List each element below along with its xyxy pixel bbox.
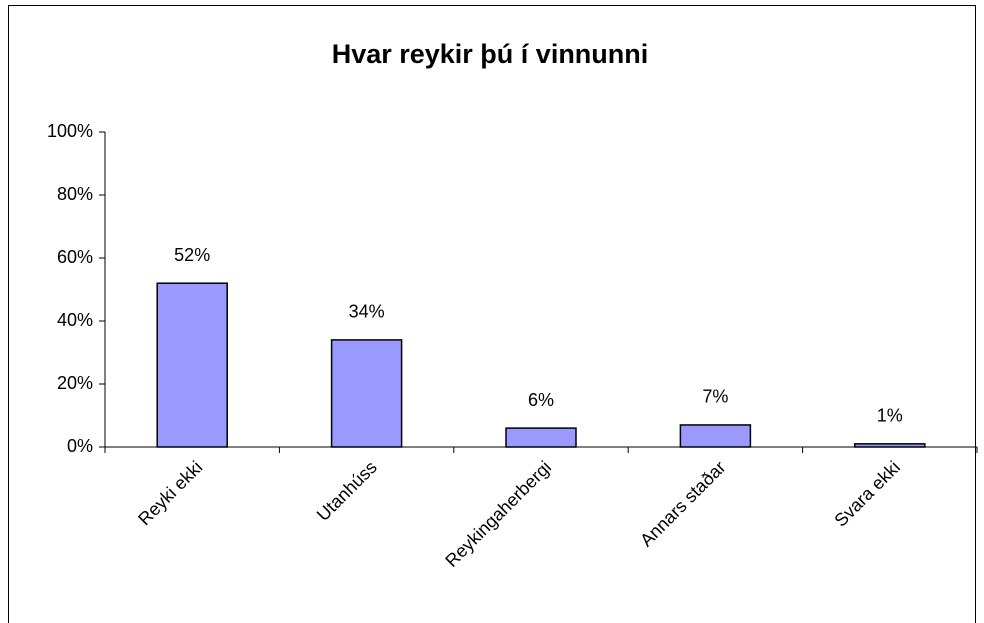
y-tick-label: 40%: [57, 310, 93, 330]
y-tick-label: 20%: [57, 373, 93, 393]
bar: [505, 427, 577, 448]
bar: [679, 424, 752, 448]
bar: [854, 443, 926, 448]
data-label: 1%: [877, 406, 903, 426]
y-tick-label: 60%: [57, 247, 93, 267]
data-label: 52%: [174, 245, 210, 265]
data-label: 34%: [349, 302, 385, 322]
y-tick-label: 80%: [57, 184, 93, 204]
bar: [330, 339, 403, 448]
bar: [156, 282, 228, 448]
data-label: 6%: [528, 390, 554, 410]
data-label: 7%: [702, 387, 728, 407]
chart-title: Hvar reykir þú í vinnunni: [332, 39, 649, 69]
y-tick-label: 100%: [47, 121, 93, 141]
y-tick-label: 0%: [67, 436, 93, 456]
